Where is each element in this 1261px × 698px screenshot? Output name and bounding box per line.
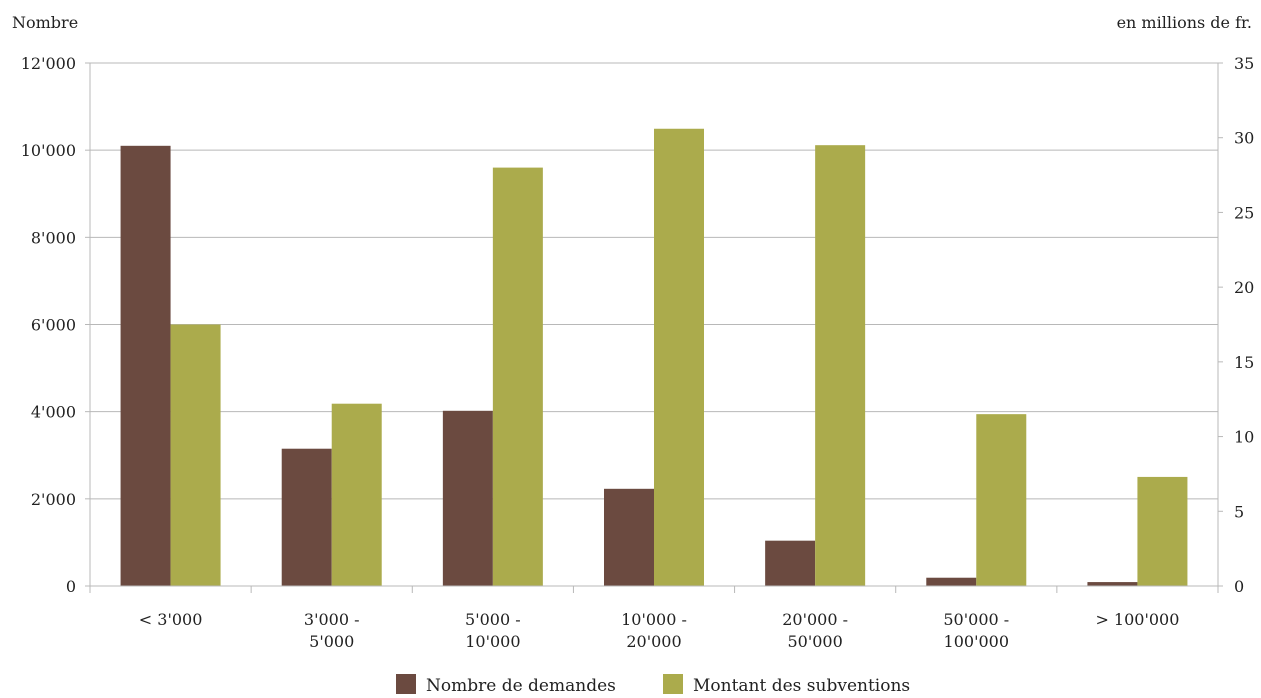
bar-montant-des-subventions — [976, 414, 1027, 586]
bar-nombre-de-demandes — [442, 410, 493, 586]
x-tick-label: > 100'000 — [1095, 610, 1179, 629]
right-tick-label: 15 — [1234, 353, 1254, 372]
right-tick-label: 5 — [1234, 502, 1244, 521]
x-axis: < 3'000 3'000 -5'000 5'000 -10'000 10'000 -… — [89, 585, 1219, 651]
x-tick-label: 20'000 -50'000 — [782, 610, 848, 651]
right-tick-label: 25 — [1234, 203, 1254, 222]
right-tick-label: 20 — [1234, 278, 1254, 297]
bar-nombre-de-demandes — [926, 577, 977, 586]
left-tick-label: 6'000 — [31, 316, 76, 335]
bar-montant-des-subventions — [815, 145, 866, 586]
bar-montant-des-subventions — [331, 403, 382, 586]
x-tick-label: 5'000 -10'000 — [465, 610, 521, 651]
legend: Nombre de demandes Montant des subvention… — [396, 674, 910, 696]
bar-montant-des-subventions — [492, 167, 543, 586]
x-tick-label: < 3'000 — [139, 610, 203, 629]
bars — [120, 128, 1188, 586]
bar-nombre-de-demandes — [604, 488, 654, 586]
left-tick-label: 10'000 — [21, 141, 76, 160]
right-tick-label: 30 — [1234, 129, 1254, 148]
left-tick-label: 4'000 — [31, 403, 76, 422]
right-y-axis: 0 5 10 15 20 25 30 35 — [1217, 54, 1254, 596]
right-tick-label: 35 — [1234, 54, 1254, 73]
bar-montant-des-subventions — [1137, 476, 1188, 586]
left-tick-label: 0 — [66, 577, 76, 596]
bar-nombre-de-demandes — [281, 448, 332, 586]
right-axis-title: en millions de fr. — [1117, 13, 1252, 32]
bar-montant-des-subventions — [654, 128, 704, 586]
bar-nombre-de-demandes — [120, 145, 171, 586]
legend-swatch — [396, 674, 416, 694]
x-tick-label: 10'000 -20'000 — [621, 610, 687, 651]
bar-nombre-de-demandes — [1087, 582, 1138, 586]
bar-montant-des-subventions — [170, 324, 221, 586]
left-tick-label: 12'000 — [21, 54, 76, 73]
left-tick-label: 8'000 — [31, 228, 76, 247]
x-tick-label: 50'000 -100'000 — [943, 610, 1009, 651]
bar-nombre-de-demandes — [765, 540, 816, 586]
x-tick-label: 3'000 -5'000 — [304, 610, 360, 651]
left-y-axis: 0 2'000 4'000 6'000 8'000 10'000 12'000 — [21, 54, 91, 596]
left-tick-label: 2'000 — [31, 490, 76, 509]
right-tick-label: 10 — [1234, 428, 1254, 447]
legend-label: Nombre de demandes — [426, 676, 616, 696]
right-tick-label: 0 — [1234, 577, 1244, 596]
legend-swatch — [663, 674, 683, 694]
legend-label: Montant des subventions — [693, 676, 910, 696]
left-axis-title: Nombre — [12, 13, 78, 32]
